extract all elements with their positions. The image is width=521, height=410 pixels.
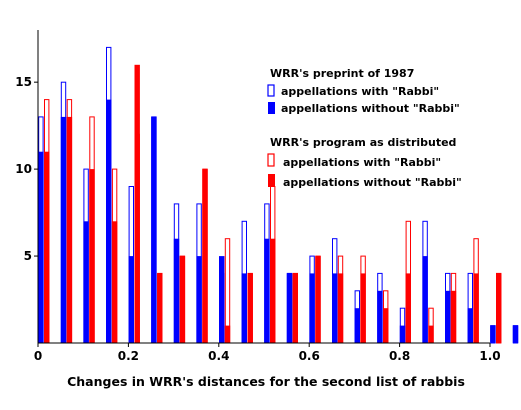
bar-preprint-without-rabbi (128, 256, 134, 343)
bar-preprint-without-rabbi (83, 221, 89, 343)
bar-preprint-without-rabbi (377, 290, 383, 343)
bar-program-without-rabbi (157, 273, 163, 343)
bar-preprint-without-rabbi (445, 290, 451, 343)
bar-program-without-rabbi (247, 273, 253, 343)
legend-swatch-program-without-rabbi (268, 174, 275, 187)
bar-program-without-rabbi (315, 256, 321, 343)
bar-preprint-without-rabbi (38, 151, 44, 343)
legend-swatch-program-with-rabbi (267, 153, 275, 167)
bar-program-without-rabbi (383, 308, 389, 343)
bar-program-without-rabbi (179, 256, 186, 343)
bar-preprint-without-rabbi (286, 273, 293, 343)
bar-preprint-without-rabbi (241, 273, 247, 343)
bar-program-without-rabbi (496, 273, 502, 343)
ticks-layer: 0 0.2 0.4 0.6 0.8 1.0 5 10 15 (15, 75, 500, 363)
bar-program-without-rabbi (360, 273, 366, 343)
bar-program-without-rabbi (202, 169, 208, 343)
bar-preprint-without-rabbi (332, 273, 338, 343)
bar-program-without-rabbi (111, 221, 118, 343)
y-tick-label: 10 (15, 162, 32, 176)
bar-program-without-rabbi (66, 116, 73, 344)
legend-label-program-without-rabbi: appellations without "Rabbi" (283, 176, 462, 189)
x-tick-label: 0.2 (118, 349, 139, 363)
bar-program-without-rabbi (405, 273, 411, 343)
legend-group-title-program: WRR's program as distributed (270, 136, 456, 149)
bar-preprint-without-rabbi (512, 325, 519, 343)
bar-program-without-rabbi (134, 64, 140, 344)
x-tick-label: 0.4 (208, 349, 229, 363)
x-axis-title: Changes in WRR's distances for the secon… (67, 374, 465, 389)
bars-layer (38, 46, 519, 344)
x-tick-label: 1.0 (479, 349, 500, 363)
bar-preprint-without-rabbi (60, 116, 67, 344)
bar-program-without-rabbi (270, 238, 276, 343)
bar-preprint-without-rabbi (399, 325, 406, 343)
bar-preprint-without-rabbi (309, 273, 315, 343)
bar-program-without-rabbi (44, 151, 50, 343)
bar-program-without-rabbi (224, 325, 231, 343)
legend-label-preprint-without-rabbi: appellations without "Rabbi" (281, 102, 460, 115)
bar-program-without-rabbi (450, 290, 457, 343)
bar-preprint-without-rabbi (173, 238, 180, 343)
bar-program-without-rabbi (337, 273, 344, 343)
bar-program-without-rabbi (292, 273, 298, 343)
x-tick-label: 0.6 (299, 349, 320, 363)
legend: WRR's preprint of 1987 appellations with… (267, 67, 462, 189)
bar-preprint-without-rabbi (422, 256, 428, 343)
legend-group-title-preprint: WRR's preprint of 1987 (270, 67, 414, 80)
legend-swatch-preprint-with-rabbi (267, 84, 275, 97)
bar-preprint-without-rabbi (151, 116, 157, 344)
legend-swatch-preprint-without-rabbi (268, 102, 275, 114)
bar-program-without-rabbi (473, 273, 479, 343)
y-tick-label: 15 (15, 75, 32, 89)
bar-preprint-without-rabbi (196, 256, 202, 343)
legend-label-program-with-rabbi: appellations with "Rabbi" (283, 156, 441, 169)
bar-preprint-without-rabbi (264, 238, 270, 343)
bar-preprint-without-rabbi (219, 256, 225, 343)
y-tick-label: 5 (24, 249, 32, 263)
legend-label-preprint-with-rabbi: appellations with "Rabbi" (281, 85, 439, 98)
bar-preprint-without-rabbi (467, 308, 473, 343)
bar-program-without-rabbi (89, 169, 95, 343)
bar-preprint-without-rabbi (354, 308, 360, 343)
bar-preprint-without-rabbi (490, 325, 496, 343)
x-tick-label: 0 (34, 349, 42, 363)
bar-program-without-rabbi (428, 325, 434, 343)
x-tick-label: 0.8 (389, 349, 410, 363)
bar-preprint-without-rabbi (106, 99, 112, 343)
